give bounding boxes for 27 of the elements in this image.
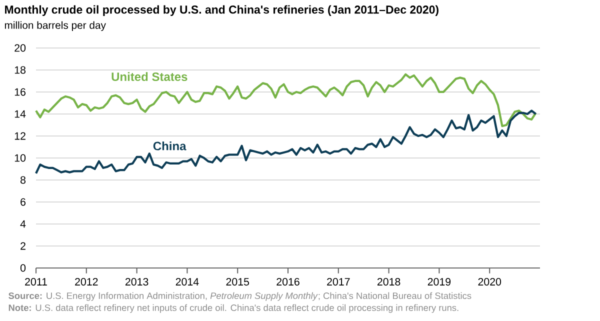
y-tick-label: 4	[20, 220, 26, 228]
text: Source: U.S. Energy Information Administration, Petroleum Supply Monthly; China's National Bureau of Statistics	[8, 292, 472, 301]
y-tick-label: 6	[20, 198, 26, 206]
y-axis-title: million barrels per day	[4, 21, 106, 31]
chart-title: Monthly crude oil processed by U.S. and China's refineries (Jan 2011–Dec 2020)	[5, 5, 438, 16]
y-tick-label: 16	[14, 88, 26, 96]
y-tick-label: 18	[14, 66, 26, 74]
y-tick-label: 14	[14, 110, 26, 118]
x-tick-label: 2016	[276, 278, 300, 286]
x-tick-label: 2011	[25, 278, 47, 286]
x-tick-label: 2012	[75, 278, 98, 286]
series-label: United States	[112, 72, 188, 82]
x-tick-label: 2013	[125, 278, 148, 286]
x-tick-label: 2018	[377, 278, 400, 286]
x-tick-label: 2014	[176, 278, 199, 286]
series-label: China	[153, 141, 186, 150]
text: Note: U.S. data reflect refinery net inputs of crude oil. China's data reflect crude oil processing in refinery runs.	[8, 304, 458, 313]
y-tick-label: 20	[14, 44, 26, 52]
y-tick-label: 10	[14, 154, 26, 162]
y-tick-label: 0	[20, 264, 26, 272]
y-tick-label: 2	[20, 242, 26, 250]
y-tick-label: 12	[14, 132, 26, 140]
y-tick-label: 8	[20, 176, 26, 184]
x-tick-label: 2015	[226, 278, 250, 286]
x-tick-label: 2019	[428, 278, 451, 286]
x-tick-label: 2017	[327, 278, 350, 286]
x-tick-label: 2020	[478, 278, 502, 286]
